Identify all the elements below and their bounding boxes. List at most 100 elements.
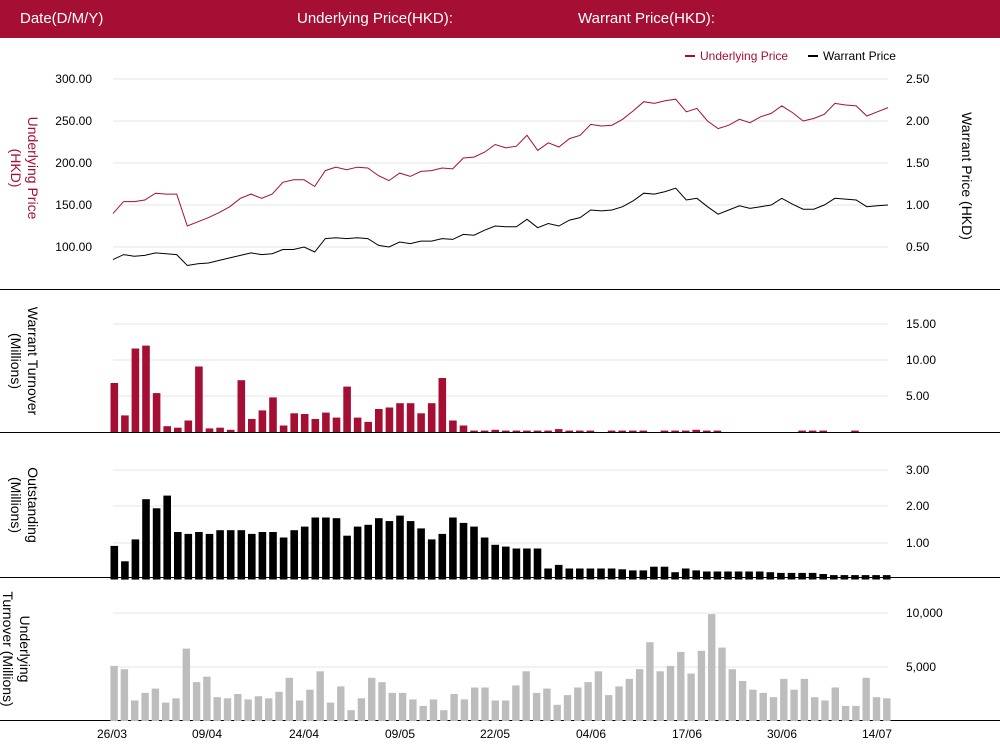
bar xyxy=(258,410,267,432)
bar xyxy=(544,568,552,580)
bar xyxy=(660,430,669,432)
left-axis-tick-label: 200.00 xyxy=(55,156,92,170)
bar xyxy=(708,614,716,721)
bar xyxy=(713,430,722,432)
axis-title-line: (Millions) xyxy=(8,333,24,389)
bar xyxy=(576,430,584,432)
x-axis-tick-label: 22/05 xyxy=(480,727,510,741)
bar xyxy=(205,533,214,580)
bar xyxy=(618,430,626,432)
bar xyxy=(523,548,531,580)
left-axis-tick-label: 250.00 xyxy=(55,114,92,128)
bar xyxy=(375,518,383,580)
bar xyxy=(681,568,690,580)
bar xyxy=(851,430,859,432)
bar xyxy=(152,508,161,580)
bar xyxy=(780,678,788,721)
bar xyxy=(635,669,644,721)
left-axis-tick-label: 150.00 xyxy=(55,198,92,212)
bar xyxy=(697,650,706,721)
bar xyxy=(629,430,637,432)
bar xyxy=(790,689,798,721)
bar xyxy=(830,575,838,580)
bar xyxy=(427,539,436,580)
bar xyxy=(388,692,396,721)
charts-area: 300.00 250.00 200.00 150.00 100.00 2.50 2.00 1.… xyxy=(0,49,1000,741)
bar xyxy=(841,705,850,721)
x-axis-tick-label: 26/03 xyxy=(97,727,127,741)
x-axis-tick-label: 09/05 xyxy=(385,727,415,741)
bar xyxy=(244,699,252,721)
bar xyxy=(692,429,700,432)
bar xyxy=(745,571,753,580)
bar xyxy=(162,702,170,721)
bar xyxy=(512,548,521,580)
bar xyxy=(300,526,309,580)
legend-underlying-price: Underlying Price xyxy=(700,49,788,63)
bar xyxy=(450,694,458,721)
bar xyxy=(831,687,839,721)
bar xyxy=(459,425,468,432)
bar xyxy=(872,697,881,721)
bar xyxy=(427,403,436,432)
bar xyxy=(607,430,616,432)
bar xyxy=(459,522,468,580)
bar xyxy=(819,430,827,432)
bar xyxy=(703,571,711,580)
bar xyxy=(306,689,314,721)
bar xyxy=(777,572,785,580)
warrant-price-label: Warrant Price(HKD): xyxy=(578,10,715,27)
bar xyxy=(851,575,859,580)
bar xyxy=(800,678,809,721)
left-axis-title-line: (HKD) xyxy=(8,149,24,188)
bar xyxy=(279,425,288,432)
bar xyxy=(734,571,743,580)
bar xyxy=(163,495,171,580)
bar xyxy=(787,572,796,580)
bar xyxy=(543,688,551,721)
bar xyxy=(852,705,860,721)
right-axis-tick-label: 15.00 xyxy=(906,317,936,331)
bar xyxy=(226,530,235,580)
x-axis-tick-label: 14/07 xyxy=(862,727,892,741)
bar xyxy=(597,568,605,580)
bar xyxy=(406,403,415,432)
bar xyxy=(565,568,574,580)
bar xyxy=(808,430,817,432)
bar xyxy=(470,526,478,580)
right-axis-title: Warrant Price (HKD) xyxy=(959,112,975,240)
bar xyxy=(385,521,394,580)
bar xyxy=(120,669,129,721)
bar xyxy=(226,429,235,432)
bar xyxy=(544,430,552,432)
bar xyxy=(491,429,499,432)
bar xyxy=(121,415,129,432)
warrant-price-line xyxy=(112,187,889,267)
bar xyxy=(766,572,775,580)
bar xyxy=(840,575,849,580)
bar xyxy=(248,419,256,432)
bar xyxy=(234,694,242,721)
bar xyxy=(594,671,603,721)
bar xyxy=(417,413,425,432)
bar xyxy=(337,686,345,721)
bar xyxy=(353,526,362,580)
bar xyxy=(254,696,263,721)
bar xyxy=(576,568,584,580)
bar xyxy=(646,642,654,721)
bar xyxy=(406,521,415,580)
bar xyxy=(703,430,711,432)
bar xyxy=(553,704,561,721)
right-axis-tick-label: 5.00 xyxy=(906,389,930,403)
bar xyxy=(326,702,335,721)
bar xyxy=(258,532,267,580)
bar xyxy=(755,571,764,580)
bar xyxy=(862,677,870,721)
bar xyxy=(639,570,648,580)
bar xyxy=(205,428,214,432)
bar xyxy=(728,669,736,721)
bar xyxy=(861,575,870,580)
bar xyxy=(798,572,806,580)
bar xyxy=(195,366,203,432)
bar xyxy=(738,681,747,721)
